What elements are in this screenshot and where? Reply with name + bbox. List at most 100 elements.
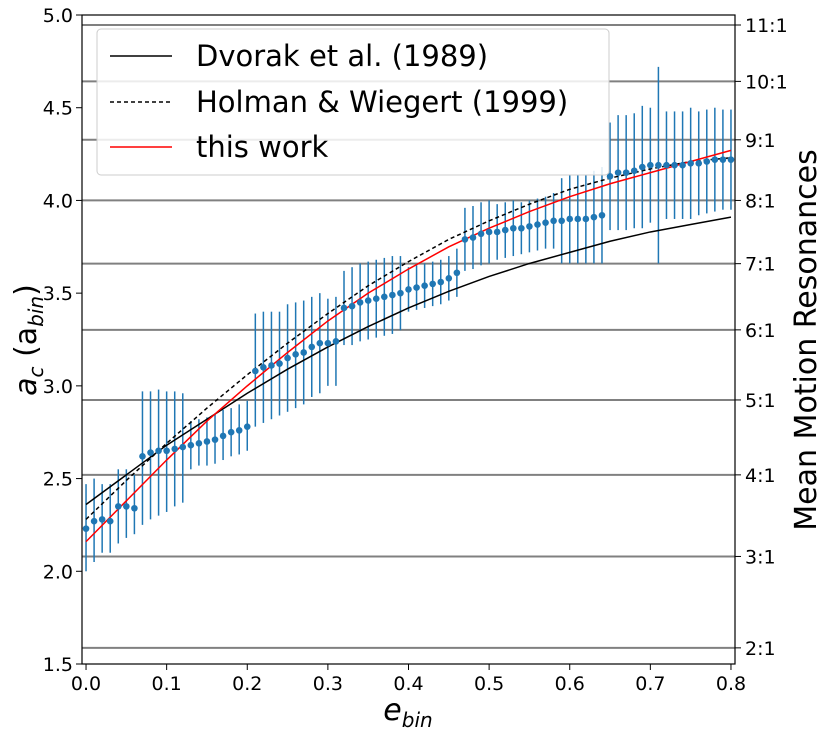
data-point xyxy=(413,284,420,291)
data-point xyxy=(82,525,90,532)
data-point xyxy=(582,215,590,223)
data-point xyxy=(389,291,396,299)
data-point xyxy=(445,275,453,282)
data-point xyxy=(364,297,372,304)
data-point xyxy=(574,215,582,223)
data-point xyxy=(695,160,703,167)
y-tick-label: 3.0 xyxy=(43,376,73,398)
resonance-tick-label: 11:1 xyxy=(745,15,788,37)
data-point xyxy=(211,436,219,443)
x-tick-label: 0.4 xyxy=(393,673,423,695)
model-curves xyxy=(85,149,732,543)
y-tick-label: 5.0 xyxy=(43,5,73,27)
data-point xyxy=(252,367,259,375)
data-point xyxy=(429,280,436,288)
data-point xyxy=(510,224,517,232)
x-axis-label: ebin xyxy=(383,693,432,732)
x-tick-label: 0.3 xyxy=(313,673,343,695)
data-point xyxy=(139,453,146,460)
data-point xyxy=(195,440,203,447)
data-point xyxy=(123,503,130,510)
data-point xyxy=(98,516,106,523)
data-point xyxy=(348,302,356,310)
data-point xyxy=(461,236,469,243)
x-tick-label: 0.0 xyxy=(71,673,101,695)
data-point xyxy=(671,161,678,169)
data-point xyxy=(566,215,574,223)
data-point xyxy=(679,161,686,169)
y-tick-label: 4.0 xyxy=(43,190,73,212)
x-tick-label: 0.5 xyxy=(474,673,504,695)
y-tick-label: 2.0 xyxy=(43,561,73,583)
data-point xyxy=(663,161,670,169)
data-point xyxy=(316,339,324,347)
legend-box xyxy=(96,28,610,176)
resonance-tick-label: 5:1 xyxy=(745,390,776,412)
data-point xyxy=(260,364,267,371)
data-point xyxy=(550,217,557,225)
data-point xyxy=(292,351,299,358)
x-tick-label: 0.6 xyxy=(555,673,585,695)
resonance-tick-label: 3:1 xyxy=(745,546,776,568)
y-tick-label: 1.5 xyxy=(43,654,73,676)
data-point xyxy=(340,304,348,312)
data-point xyxy=(155,447,162,455)
resonance-tick-label: 2:1 xyxy=(745,638,776,660)
data-point xyxy=(598,211,606,219)
data-point xyxy=(324,339,332,347)
data-point xyxy=(647,161,654,169)
data-point xyxy=(727,156,735,163)
data-point xyxy=(469,234,477,241)
data-point xyxy=(590,213,598,221)
data-point xyxy=(179,443,187,451)
y-tick-label: 3.5 xyxy=(43,283,73,305)
data-point xyxy=(558,217,565,225)
data-point xyxy=(163,447,170,455)
data-points xyxy=(82,156,735,532)
data-point xyxy=(284,354,291,362)
data-point xyxy=(711,156,719,163)
legend-label-this-work: this work xyxy=(196,130,329,164)
x-ticks: 0.0 0.1 0.2 0.3 0.4 0.5 0.6 0.7 0.8 xyxy=(71,664,746,695)
data-point xyxy=(719,156,727,163)
data-point xyxy=(227,428,235,436)
y-axis-label: ac (abin) xyxy=(9,284,48,396)
data-point xyxy=(526,223,533,230)
holman-wiegert-curve xyxy=(85,157,732,520)
data-point xyxy=(276,360,283,367)
y-tick-label: 4.5 xyxy=(43,98,73,120)
data-point xyxy=(518,224,525,232)
data-point xyxy=(397,289,404,297)
data-point xyxy=(453,269,461,277)
resonance-tick-label: 9:1 xyxy=(745,130,776,152)
data-point xyxy=(703,158,711,165)
data-point xyxy=(501,226,509,234)
data-point xyxy=(381,293,388,301)
data-point xyxy=(542,219,549,226)
resonance-ticks: 2:1 3:1 4:1 5:1 6:1 7:1 8:1 9:1 10:1 11:1 xyxy=(735,15,788,660)
data-point xyxy=(655,161,662,169)
data-point xyxy=(421,282,428,290)
data-point xyxy=(114,503,122,510)
legend-label-holman: Holman & Wiegert (1999) xyxy=(196,85,568,119)
data-point xyxy=(493,228,501,236)
x-tick-label: 0.8 xyxy=(716,673,746,695)
legend: Dvorak et al. (1989) Holman & Wiegert (1… xyxy=(96,28,610,176)
data-point xyxy=(106,517,114,525)
legend-label-dvorak: Dvorak et al. (1989) xyxy=(196,39,488,73)
dvorak-curve xyxy=(85,216,732,506)
data-point xyxy=(606,173,614,180)
data-point xyxy=(622,169,630,176)
resonance-axis-label: Mean Motion Resonances xyxy=(789,149,824,530)
resonance-tick-label: 4:1 xyxy=(745,465,776,487)
data-point xyxy=(187,441,195,449)
x-tick-label: 0.2 xyxy=(232,673,262,695)
y-tick-label: 2.5 xyxy=(43,469,73,491)
resonance-tick-label: 6:1 xyxy=(745,320,776,342)
data-point xyxy=(534,221,541,228)
data-point xyxy=(356,299,364,306)
y-ticks: 1.5 2.0 2.5 3.0 3.5 4.0 4.5 5.0 xyxy=(43,5,82,676)
data-point xyxy=(131,504,138,512)
data-point xyxy=(308,343,316,351)
data-point xyxy=(147,449,154,456)
